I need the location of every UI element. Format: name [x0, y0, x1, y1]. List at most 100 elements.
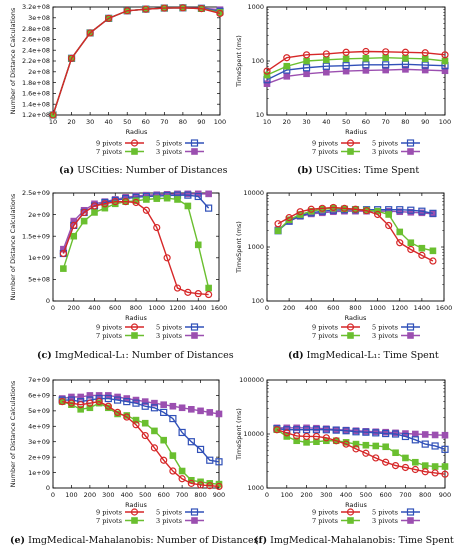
- data-point: [401, 463, 410, 472]
- data-point: [362, 207, 371, 215]
- x-tick-label: 1000: [148, 304, 165, 312]
- x-tick-label: 90: [421, 118, 429, 126]
- data-point: [178, 467, 186, 475]
- y-axis-label: Number of Distance Calculations: [9, 7, 17, 114]
- data-point: [322, 426, 330, 434]
- x-axis-label: Radius: [125, 314, 147, 322]
- y-tick-label: 1.6e+08: [22, 90, 50, 98]
- data-point: [101, 200, 109, 208]
- data-point: [77, 401, 85, 409]
- y-axis-label: TimeSpent (ms): [235, 221, 243, 274]
- data-point: [132, 421, 140, 429]
- x-tick-label: 500: [139, 491, 151, 499]
- data-point: [296, 208, 304, 216]
- caption-e-tag: (e): [10, 535, 26, 546]
- data-point: [80, 217, 88, 225]
- data-point: [151, 399, 158, 407]
- data-point: [160, 408, 168, 416]
- data-point: [312, 432, 321, 441]
- legend-marker: [130, 139, 139, 147]
- data-point: [441, 470, 449, 478]
- data-point: [342, 55, 350, 63]
- x-tick-label: 0: [51, 491, 55, 499]
- series-line: [62, 400, 220, 488]
- data-point: [113, 408, 122, 416]
- x-tick-label: 600: [327, 304, 339, 312]
- data-point: [160, 4, 168, 12]
- data-point: [206, 409, 214, 416]
- series-9-pivots: [49, 4, 224, 119]
- x-tick-label: 1400: [190, 304, 207, 312]
- caption-a-text: USCities: Number of Distances: [77, 165, 228, 176]
- y-tick-label: 2e+09: [28, 453, 50, 461]
- data-point: [179, 4, 187, 12]
- legend-marker: [130, 508, 139, 516]
- data-point: [187, 479, 195, 487]
- data-point: [101, 204, 109, 212]
- caption-f: (f) ImgMedical-Mahalanobis: Time Spent: [254, 535, 454, 546]
- data-point: [372, 442, 380, 450]
- data-point: [169, 467, 177, 475]
- data-point: [323, 56, 330, 64]
- data-point: [342, 427, 350, 435]
- data-point: [322, 62, 330, 70]
- x-tick-label: 400: [340, 491, 352, 499]
- data-point: [188, 406, 195, 413]
- legend-marker: [190, 323, 199, 331]
- y-axis-label: TimeSpent (ms): [235, 408, 243, 461]
- data-point: [362, 55, 370, 62]
- plot-frame: [266, 6, 446, 116]
- data-point: [67, 54, 76, 62]
- data-point: [169, 452, 177, 459]
- legend-label: 3 pivots: [156, 148, 182, 156]
- series-9-pivots: [58, 398, 223, 491]
- legend-marker: [406, 323, 415, 331]
- data-point: [407, 239, 415, 247]
- x-tick-label: 800: [419, 491, 431, 499]
- caption-b: (b) USCities: Time Spent: [297, 165, 419, 176]
- y-tick-label: 1.4e+08: [22, 100, 50, 108]
- data-point: [206, 456, 214, 464]
- x-tick-label: 1400: [414, 304, 431, 312]
- x-tick-label: 0: [265, 491, 269, 499]
- data-point: [411, 436, 419, 444]
- series-5-pivots: [49, 4, 224, 119]
- x-tick-label: 1000: [369, 304, 386, 312]
- data-point: [441, 463, 449, 470]
- data-point: [153, 195, 161, 202]
- data-point: [391, 461, 400, 470]
- data-point: [421, 462, 429, 469]
- data-point: [402, 66, 409, 73]
- data-point: [382, 443, 389, 451]
- x-tick-label: 400: [88, 304, 100, 312]
- data-point: [205, 284, 212, 292]
- y-tick-label: 1.2e+08: [22, 111, 50, 119]
- legend-marker: [190, 508, 199, 516]
- x-tick-label: 0: [51, 304, 55, 312]
- data-point: [329, 203, 337, 212]
- data-point: [351, 205, 360, 213]
- data-point: [169, 402, 177, 410]
- data-point: [184, 202, 192, 210]
- data-point: [104, 402, 112, 410]
- data-point: [111, 198, 119, 206]
- data-point: [187, 438, 195, 446]
- data-point: [441, 67, 449, 75]
- data-point: [441, 51, 449, 59]
- x-tick-label: 700: [399, 491, 411, 499]
- x-tick-label: 200: [300, 491, 312, 499]
- data-point: [352, 428, 360, 436]
- y-tick-label: 5e+08: [28, 276, 50, 284]
- data-point: [205, 290, 213, 299]
- data-point: [196, 445, 205, 454]
- data-point: [402, 55, 409, 62]
- data-point: [194, 241, 202, 249]
- series-line: [276, 428, 446, 450]
- data-point: [362, 428, 370, 436]
- data-point: [407, 206, 415, 214]
- caption-e: (e) ImgMedical-Mahalanobis: Number of Di…: [10, 535, 258, 546]
- x-tick-label: 60: [142, 118, 150, 126]
- data-point: [143, 196, 150, 203]
- data-point: [216, 9, 224, 18]
- x-tick-label: 10: [49, 118, 57, 126]
